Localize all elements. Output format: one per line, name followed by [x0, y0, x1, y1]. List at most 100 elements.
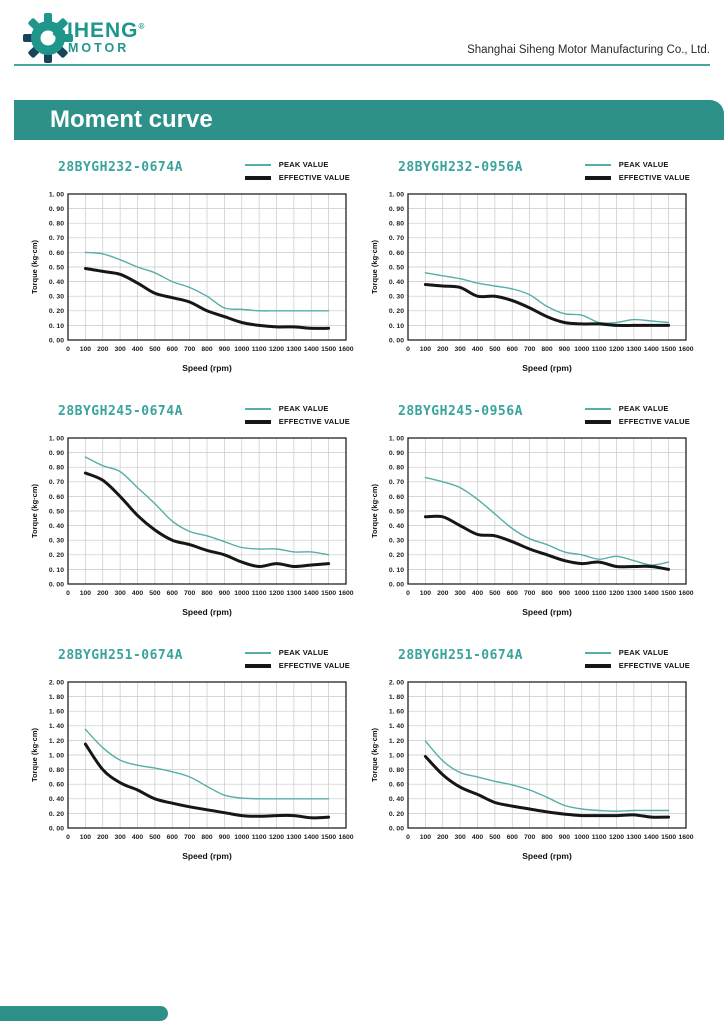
x-tick-label: 1500 [321, 590, 336, 597]
effective-curve [423, 514, 671, 571]
legend-row: EFFECTIVE VALUE [584, 171, 690, 184]
y-tick-label: 0. 80 [49, 465, 64, 472]
x-tick-label: 300 [454, 834, 466, 841]
chart-title: 28BYGH251-0674A [398, 648, 523, 663]
peak-curve [424, 272, 670, 324]
y-tick-label: 0. 60 [49, 782, 64, 789]
y-tick-label: 0. 60 [389, 494, 404, 501]
header-divider [14, 64, 710, 66]
chart-head: 28BYGH232-0674A PEAK VALUE EFFECTIVE VALUE [28, 156, 360, 188]
legend-row: PEAK VALUE [584, 646, 690, 659]
y-tick-label: 1. 40 [49, 723, 64, 730]
effective-curve [83, 742, 331, 820]
x-tick-label: 1200 [609, 346, 624, 353]
peak-curve [84, 456, 330, 556]
y-axis-label: Torque (kg·cm) [30, 483, 39, 538]
y-tick-label: 1. 80 [389, 694, 404, 701]
x-tick-label: 1200 [609, 590, 624, 597]
x-tick-label: 800 [541, 346, 553, 353]
effective-legend-line-icon [244, 663, 271, 668]
chart-block: 28BYGH251-0674A PEAK VALUE EFFECTIVE VALUE… [28, 644, 360, 862]
effective-legend-line-icon [244, 175, 271, 180]
x-tick-label: 100 [80, 834, 92, 841]
y-axis-label: Torque (kg·cm) [370, 727, 379, 782]
legend-label: PEAK VALUE [618, 160, 669, 169]
brand-wordmark: SIHENG® MOTOR [52, 16, 145, 55]
effective-curve [83, 471, 331, 569]
effective-curve [83, 267, 331, 330]
x-tick-label: 1500 [321, 834, 336, 841]
x-tick-label: 900 [219, 834, 231, 841]
x-tick-label: 1100 [252, 346, 267, 353]
y-tick-label: 0. 80 [389, 465, 404, 472]
x-tick-label: 1000 [574, 346, 589, 353]
legend-row: PEAK VALUE [244, 646, 350, 659]
x-tick-label: 900 [559, 590, 571, 597]
x-tick-label: 600 [507, 834, 519, 841]
x-axis-label: Speed (rpm) [182, 607, 232, 617]
x-tick-label: 1300 [286, 834, 301, 841]
y-tick-label: 0. 40 [49, 796, 64, 803]
y-tick-label: 0. 00 [49, 581, 64, 588]
x-tick-label: 100 [80, 590, 92, 597]
x-axis-label: Speed (rpm) [522, 363, 572, 373]
x-axis-label: Speed (rpm) [522, 607, 572, 617]
x-tick-label: 0 [66, 834, 70, 841]
y-tick-label: 0. 30 [389, 294, 404, 301]
y-tick-label: 0. 00 [49, 337, 64, 344]
x-tick-label: 400 [132, 834, 144, 841]
y-tick-label: 0. 00 [49, 825, 64, 832]
x-tick-label: 1400 [304, 590, 319, 597]
peak-legend-line-icon [244, 163, 271, 166]
x-tick-label: 200 [437, 590, 449, 597]
y-tick-label: 0. 80 [389, 767, 404, 774]
x-tick-label: 300 [454, 590, 466, 597]
x-axis-label: Speed (rpm) [182, 363, 232, 373]
x-tick-label: 1400 [304, 346, 319, 353]
y-tick-label: 1. 80 [49, 694, 64, 701]
chart-block: 28BYGH251-0674A PEAK VALUE EFFECTIVE VALUE… [368, 644, 700, 862]
x-tick-label: 300 [454, 346, 466, 353]
y-tick-label: 1. 60 [49, 709, 64, 716]
chart-head: 28BYGH245-0956A PEAK VALUE EFFECTIVE VALUE [368, 400, 700, 432]
chart-legend: PEAK VALUE EFFECTIVE VALUE [584, 400, 690, 428]
y-tick-label: 0. 40 [389, 279, 404, 286]
y-tick-label: 0. 80 [389, 221, 404, 228]
y-tick-label: 0. 50 [389, 508, 404, 515]
legend-row: PEAK VALUE [584, 402, 690, 415]
x-tick-label: 700 [184, 590, 196, 597]
chart-head: 28BYGH251-0674A PEAK VALUE EFFECTIVE VALUE [28, 644, 360, 676]
x-axis-label: Speed (rpm) [182, 851, 232, 861]
chart-legend: PEAK VALUE EFFECTIVE VALUE [244, 644, 350, 672]
y-tick-label: 0. 40 [389, 523, 404, 530]
x-tick-label: 600 [507, 590, 519, 597]
x-tick-label: 1300 [286, 590, 301, 597]
x-tick-label: 0 [406, 346, 410, 353]
y-tick-label: 1. 00 [49, 435, 64, 442]
legend-label: PEAK VALUE [278, 404, 329, 413]
y-tick-label: 1. 00 [49, 752, 64, 759]
x-tick-label: 0 [406, 590, 410, 597]
y-tick-label: 0. 20 [389, 308, 404, 315]
y-tick-label: 0. 20 [389, 552, 404, 559]
y-tick-label: 0. 50 [49, 508, 64, 515]
x-tick-label: 1600 [338, 834, 353, 841]
x-tick-label: 1200 [269, 590, 284, 597]
x-tick-label: 1000 [234, 590, 249, 597]
x-tick-label: 700 [524, 346, 536, 353]
chart-head: 28BYGH232-0956A PEAK VALUE EFFECTIVE VALUE [368, 156, 700, 188]
x-tick-label: 100 [420, 834, 432, 841]
x-tick-label: 1100 [252, 590, 267, 597]
y-tick-label: 0. 20 [49, 308, 64, 315]
y-tick-label: 1. 00 [49, 191, 64, 198]
peak-curve [424, 476, 670, 566]
y-tick-label: 0. 10 [389, 567, 404, 574]
x-tick-label: 500 [489, 346, 501, 353]
x-tick-label: 1100 [592, 346, 607, 353]
x-tick-label: 300 [114, 346, 126, 353]
legend-row: EFFECTIVE VALUE [244, 415, 350, 428]
x-tick-label: 1300 [626, 590, 641, 597]
x-tick-label: 900 [559, 346, 571, 353]
x-tick-label: 1300 [626, 834, 641, 841]
x-tick-label: 1200 [269, 834, 284, 841]
